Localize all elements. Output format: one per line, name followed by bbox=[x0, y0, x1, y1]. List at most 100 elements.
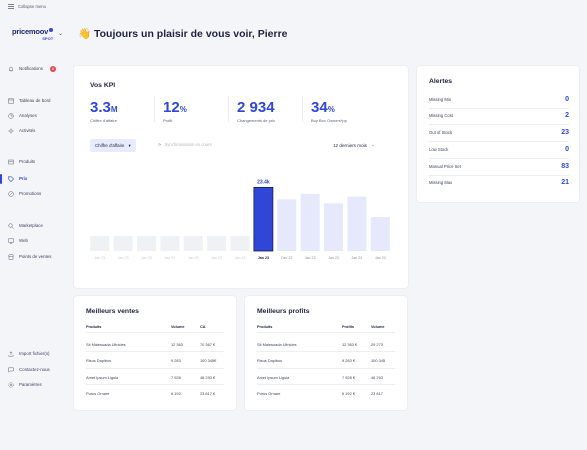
sidebar-item-label: Notifications bbox=[19, 66, 43, 71]
chart-bar[interactable] bbox=[277, 199, 297, 251]
kpi-value: 2 934 bbox=[237, 99, 275, 116]
divider bbox=[257, 384, 395, 385]
table-cell: 29 273 bbox=[371, 342, 383, 347]
chart-bar[interactable] bbox=[347, 196, 367, 251]
sidebar-item-notifications[interactable]: Notifications 8 bbox=[7, 64, 56, 73]
best-profits-card: Meilleurs profits bbox=[245, 296, 407, 410]
alert-row[interactable]: Manual Price Set 83 bbox=[429, 163, 569, 170]
divider bbox=[429, 124, 569, 125]
metric-dropdown-value: Chiffre d'affaire bbox=[95, 143, 125, 148]
kpi-profit: 12% Profit bbox=[163, 100, 187, 123]
sidebar-item-import[interactable]: Import fichier(s) bbox=[7, 349, 50, 358]
collapse-menu-button[interactable]: Collapse menu bbox=[8, 4, 46, 9]
alert-label: Out of Stock bbox=[429, 130, 453, 135]
column-header[interactable]: CA bbox=[200, 325, 206, 329]
table-cell: 6 192 bbox=[171, 391, 181, 396]
alert-row[interactable]: Missing Cost 2 bbox=[429, 112, 569, 119]
kpi-value: 3.3 bbox=[90, 99, 111, 116]
kpi-label: Buy Box Owners*pp bbox=[311, 118, 347, 123]
chart-bar[interactable] bbox=[160, 236, 180, 251]
column-header[interactable]: Volume bbox=[171, 325, 185, 329]
chart-bar[interactable] bbox=[230, 236, 250, 251]
metric-dropdown[interactable]: Chiffre d'affaire ▾ bbox=[90, 139, 136, 152]
chart-bar[interactable] bbox=[113, 236, 133, 251]
table-cell: 9 283 bbox=[171, 358, 181, 363]
logo: pricemoov SPOT bbox=[12, 28, 54, 41]
price-tag-icon bbox=[7, 175, 14, 182]
x-tick-label: Jan 23 bbox=[235, 256, 246, 260]
sidebar-item-promotions[interactable]: Promotions bbox=[7, 189, 41, 198]
sidebar-item-label: Produits bbox=[19, 159, 36, 164]
alert-value: 21 bbox=[561, 179, 569, 186]
chart-bar[interactable] bbox=[253, 186, 274, 252]
divider bbox=[429, 175, 569, 176]
alert-row[interactable]: Missing Max 21 bbox=[429, 179, 569, 186]
x-tick-label: Jan 23 bbox=[375, 256, 386, 260]
sidebar-item-label: Points de ventes bbox=[19, 254, 52, 259]
table-cell: 23 817 € bbox=[200, 391, 216, 396]
sidebar-item-settings[interactable]: Paramètres bbox=[7, 380, 42, 389]
kpi-label: Changements de prix bbox=[237, 118, 276, 123]
alert-row[interactable]: Low Stock 0 bbox=[429, 146, 569, 153]
sidebar-item-produits[interactable]: Produits bbox=[7, 157, 35, 166]
best-profits-title: Meilleurs profits bbox=[257, 308, 310, 315]
alert-row[interactable]: Out of Stock 23 bbox=[429, 129, 569, 136]
sidebar-item-marketplace[interactable]: Marketplace bbox=[7, 221, 43, 230]
divider bbox=[429, 158, 569, 159]
divider bbox=[86, 351, 224, 352]
gear-icon bbox=[7, 381, 14, 388]
x-tick-label: Jan 23 bbox=[94, 256, 105, 260]
best-sales-title: Meilleurs ventes bbox=[86, 308, 139, 315]
sidebar-item-label: Activités bbox=[19, 128, 36, 133]
divider bbox=[429, 141, 569, 142]
column-header[interactable]: Profits bbox=[342, 325, 355, 329]
sidebar-item-dashboard[interactable]: Tableau de bord bbox=[7, 96, 51, 105]
chart-bar[interactable] bbox=[370, 217, 390, 251]
table-cell: Risus Dapibus bbox=[257, 358, 283, 363]
chart-bar[interactable] bbox=[207, 236, 227, 251]
sync-status: ⟳ Synchronisation en cours bbox=[158, 142, 212, 147]
sidebar-item-prix[interactable]: Prix bbox=[7, 174, 27, 183]
period-dropdown[interactable]: 12 derniers mois ⌄ bbox=[333, 142, 375, 148]
sidebar-item-label: Prix bbox=[19, 176, 28, 181]
notification-count-badge: 8 bbox=[49, 65, 56, 72]
x-tick-label: Jan 23 bbox=[258, 256, 269, 260]
workspace-chevron-down-icon[interactable]: ⌄ bbox=[58, 31, 64, 37]
chevron-down-icon: ⌄ bbox=[370, 142, 375, 147]
alert-row[interactable]: Missing Min 0 bbox=[429, 96, 569, 103]
divider bbox=[429, 108, 569, 109]
menu-icon bbox=[8, 4, 14, 9]
divider bbox=[257, 332, 395, 333]
sidebar-item-label: Tableau de bord bbox=[19, 98, 51, 103]
x-tick-label: Jan 23 bbox=[164, 256, 175, 260]
marketplace-search-icon bbox=[7, 222, 14, 229]
kpi-buybox: 34% Buy Box Owners*pp bbox=[311, 100, 347, 123]
table-cell: 7 928 € bbox=[342, 375, 355, 380]
table-cell: 70 367 € bbox=[200, 342, 216, 347]
x-tick-label: Jan 23 bbox=[211, 256, 222, 260]
sidebar-item-label: Web bbox=[19, 238, 28, 243]
chart-bar[interactable] bbox=[136, 236, 156, 251]
column-header[interactable]: Produits bbox=[257, 325, 273, 329]
sidebar-item-web[interactable]: Web bbox=[7, 236, 28, 245]
column-header[interactable]: Produits bbox=[86, 325, 102, 329]
analytics-icon bbox=[7, 112, 14, 119]
sidebar-item-analyses[interactable]: Analyses bbox=[7, 111, 37, 120]
alert-label: Missing Cost bbox=[429, 113, 453, 118]
chart-bar[interactable] bbox=[300, 193, 320, 251]
chart-bar[interactable] bbox=[183, 236, 203, 251]
sidebar-item-label: Marketplace bbox=[19, 223, 43, 228]
chart-bar[interactable] bbox=[90, 236, 110, 251]
products-icon bbox=[7, 158, 14, 165]
monitor-icon bbox=[7, 237, 14, 244]
sidebar-item-contact[interactable]: Contactez-nous bbox=[7, 365, 50, 374]
alert-label: Missing Min bbox=[429, 97, 452, 102]
sidebar-item-activites[interactable]: Activités bbox=[7, 126, 35, 135]
table-cell: 6 192 € bbox=[342, 391, 355, 396]
column-header[interactable]: Volume bbox=[371, 325, 385, 329]
sidebar-item-points-de-ventes[interactable]: Points de ventes bbox=[7, 252, 51, 261]
table-cell: 46 293 € bbox=[200, 375, 216, 380]
table-cell: Purus Ornare bbox=[86, 391, 110, 396]
chart-bar[interactable] bbox=[324, 203, 344, 251]
bell-icon bbox=[7, 65, 14, 72]
